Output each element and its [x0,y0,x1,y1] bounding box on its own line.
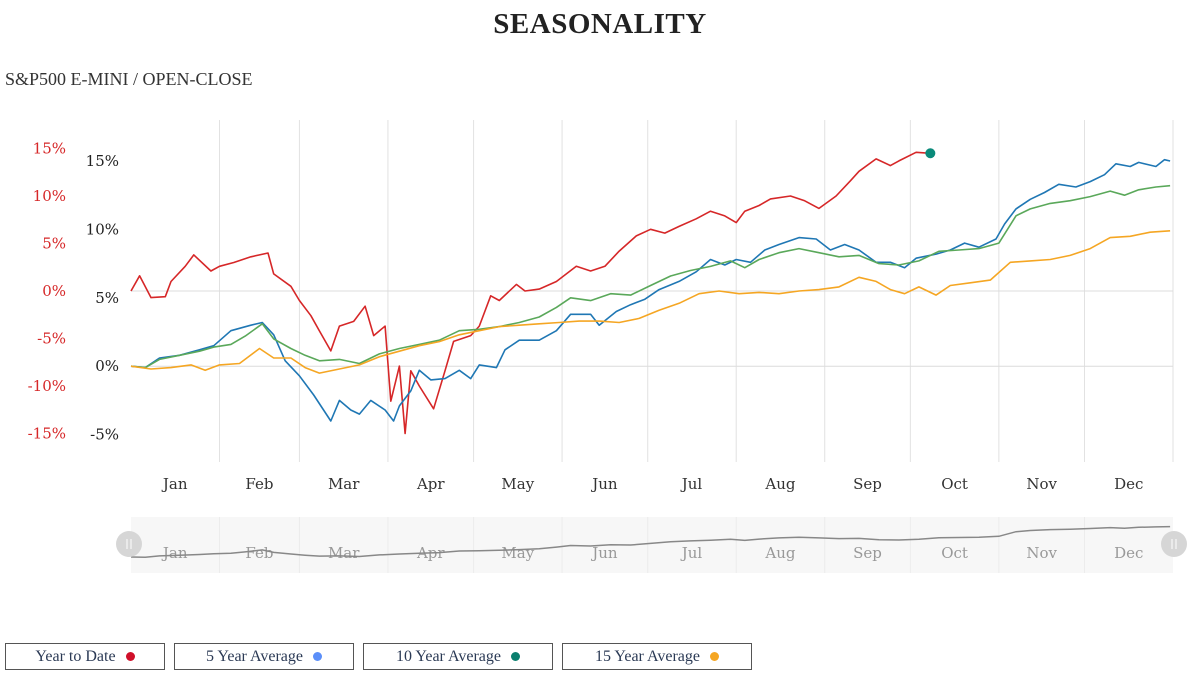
legend-label: 15 Year Average [594,647,700,665]
navigator-x-tick-label: Mar [328,544,360,562]
x-tick-label: Jun [590,475,618,493]
y-axis-ticks: 15% 10% 5% 0% -5% -10% -15% 15% 10% 5% 0% -5% [28,140,119,444]
y-tick-label-averages: 5% [95,289,119,307]
chart-subtitle: S&P500 E-MINI / OPEN-CLOSE [5,69,253,89]
seasonality-chart: 15% 10% 5% 0% -5% -10% -15% 15% 10% 5% 0% -5% Jan Fe… [28,120,1187,573]
series-line-5-year-average [130,158,1171,422]
navigator-x-tick-label: May [501,544,534,562]
x-tick-label: Feb [245,475,273,493]
y-tick-label-averages: 0% [95,357,119,375]
x-tick-label: Dec [1114,475,1143,493]
y-tick-label-averages: 10% [86,220,119,238]
legend-dot-icon [710,652,719,661]
y-tick-label-ytd: 10% [33,187,66,205]
legend-dot-icon [313,652,322,661]
legend-dot-icon [511,652,520,661]
y-tick-label-ytd: 15% [33,140,66,158]
series-line-10-year-average [130,184,1171,369]
legend-dot-icon [125,652,135,661]
x-tick-label: Aug [764,475,795,493]
navigator-x-tick-label: Jun [590,544,618,562]
x-tick-label: Apr [416,475,445,493]
navigator-right-handle[interactable] [1161,531,1187,557]
x-tick-label: May [501,475,534,493]
navigator-x-tick-label: Sep [853,544,882,562]
x-tick-label: Sep [853,475,882,493]
x-tick-label: Nov [1026,475,1057,493]
navigator[interactable]: Jan Feb Mar Apr May Jun Jul Aug Sep Oct Nov Dec [116,517,1187,573]
navigator-line [130,525,1171,558]
x-tick-label: Jan [161,475,188,493]
y-tick-label-ytd: 5% [42,235,66,253]
navigator-x-tick-label: Feb [245,544,273,562]
y-tick-label-ytd: -10% [28,377,66,395]
navigator-x-tick-label: Jul [680,544,703,562]
x-tick-label: Oct [941,475,968,493]
legend-label: Year to Date [35,647,116,665]
navigator-x-tick-label: Aug [764,544,795,562]
legend-item-10-year-average[interactable]: 10 Year Average [363,643,553,670]
legend-item-5-year-average[interactable]: 5 Year Average [174,643,354,670]
navigator-x-tick-label: Nov [1026,544,1057,562]
navigator-x-tick-label: Jan [161,544,188,562]
y-tick-label-averages: -5% [90,426,119,444]
series-end-marker [925,148,936,159]
x-axis-ticks: Jan Feb Mar Apr May Jun Jul Aug Sep Oct Nov Dec [161,475,1143,493]
navigator-x-tick-label: Oct [941,544,968,562]
series-line-year-to-date [130,151,931,435]
chart-title: SEASONALITY [493,8,707,40]
grid-lines [131,120,1174,462]
legend-label: 5 Year Average [205,647,303,665]
y-tick-label-averages: 15% [86,152,119,170]
x-tick-label: Jul [680,475,703,493]
legend-item-15-year-average[interactable]: 15 Year Average [562,643,752,670]
y-tick-label-ytd: -5% [37,330,66,348]
legend-item-year-to-date[interactable]: Year to Date [5,643,165,670]
navigator-background [131,517,1173,573]
navigator-left-handle[interactable] [116,531,142,557]
series-line-15-year-average [130,230,1171,374]
y-tick-label-ytd: 0% [42,282,66,300]
x-tick-label: Mar [328,475,360,493]
series-lines [130,148,1171,435]
legend-label: 10 Year Average [395,647,501,665]
y-tick-label-ytd: -15% [28,425,66,443]
navigator-x-tick-label: Dec [1114,544,1143,562]
